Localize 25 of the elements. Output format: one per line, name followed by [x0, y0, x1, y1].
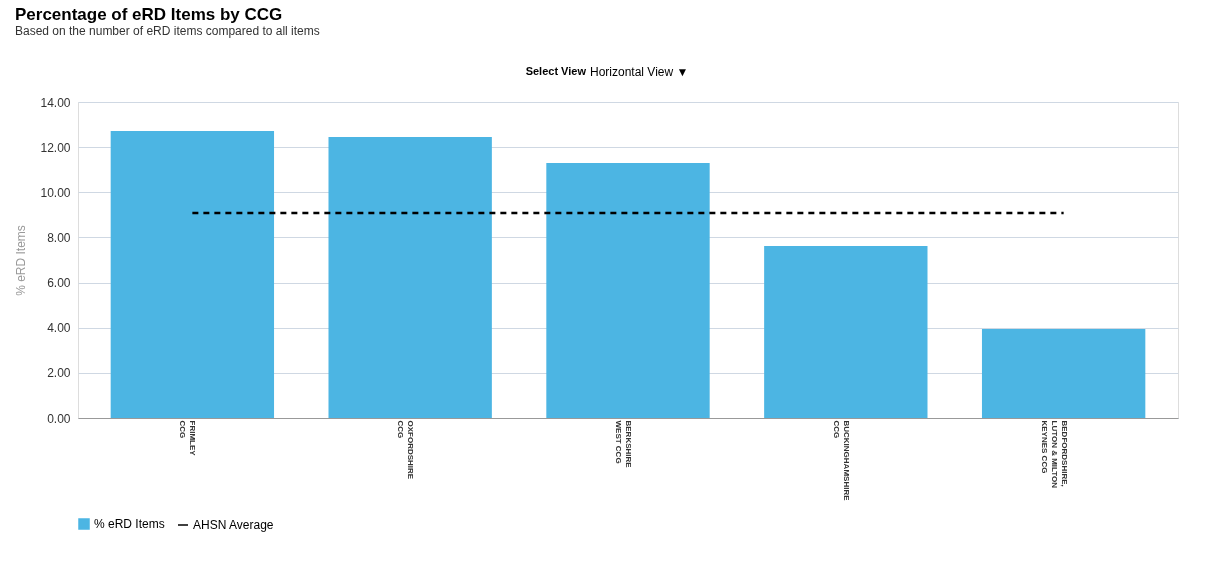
bar [981, 329, 1146, 418]
y-tick-label: 14.00 [40, 95, 71, 110]
bar [546, 162, 710, 418]
y-tick-label: 8.00 [47, 230, 71, 245]
y-tick-label: 0.00 [47, 411, 71, 426]
chart-subtitle: Based on the number of eRD items compared to all items [14, 24, 320, 38]
y-axis-title: % eRD Items [14, 225, 29, 296]
bar [764, 246, 928, 418]
y-tick-label: 4.00 [47, 321, 71, 336]
x-tick-label: FRIMLEY CCG [178, 420, 198, 457]
bar [328, 136, 492, 418]
x-tick-label: BERKSHIRE WEST CCG [614, 420, 633, 469]
x-tick-label: BUCKINGHAMSHIRE CCG [831, 420, 851, 502]
y-tick-label: 6.00 [47, 276, 71, 291]
bar [110, 130, 275, 418]
x-tick-label: OXFORDSHIRE CCG [396, 420, 416, 480]
y-tick-label: 10.00 [40, 185, 71, 200]
y-tick-label: 12.00 [40, 140, 71, 155]
text: Select View [525, 65, 587, 77]
text: Horizontal View ▼ [590, 65, 689, 79]
legend-label: AHSN Average [193, 518, 274, 532]
x-tick-label: BEDFORDSHIRE, LUTON & MILTON KEYNES CCG [1039, 420, 1069, 489]
chart-title: Percentage of eRD Items by CCG [14, 5, 283, 24]
y-tick-label: 2.00 [47, 366, 71, 381]
legend-label: % eRD Items [94, 517, 165, 531]
